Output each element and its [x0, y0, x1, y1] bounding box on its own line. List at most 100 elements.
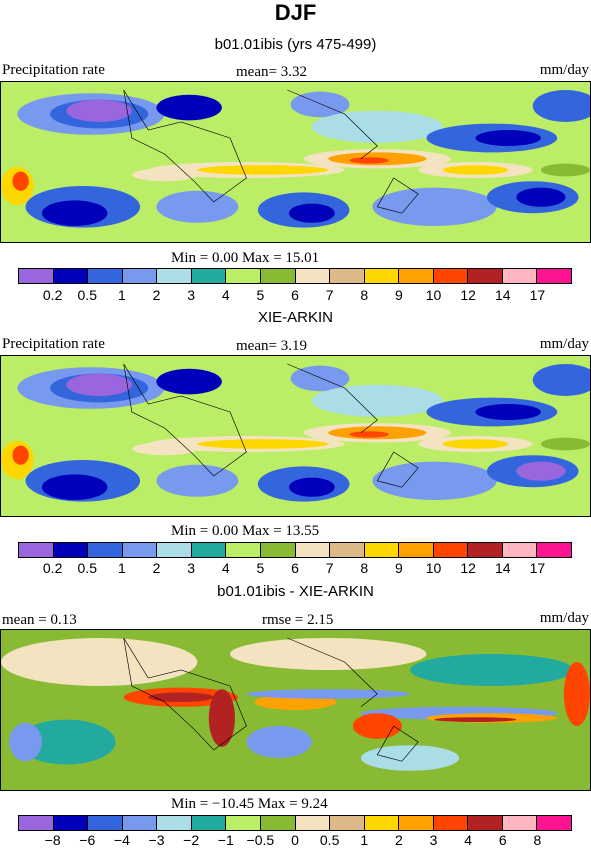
- panel-2-mean-label: mean= 3.19: [236, 338, 307, 354]
- colorbar-swatch: [502, 816, 538, 830]
- colorbar-swatch: [537, 269, 571, 283]
- colorbar-swatch: [468, 816, 503, 830]
- colorbar-tick-label: 2: [394, 832, 403, 848]
- colorbar-swatch: [468, 543, 503, 557]
- panel-3-min-max: Min = −10.45 Max = 9.24: [171, 796, 328, 812]
- panel-1-colorbar-labels: 0.2 0.5 1 2 3 4 5 6 7 8 9 10 12 14 17: [18, 287, 572, 303]
- panel-3-title: b01.01ibis - XIE-ARKIN: [217, 583, 374, 600]
- colorbar-swatch: [226, 543, 261, 557]
- colorbar-tick-label: −6: [79, 832, 96, 848]
- colorbar-tick-label: 1: [360, 832, 369, 848]
- colorbar-swatch: [399, 269, 434, 283]
- colorbar-tick-label: 10: [425, 287, 442, 303]
- colorbar-tick-label: 6: [291, 560, 299, 576]
- panel-2-colorbar: [18, 542, 572, 558]
- colorbar-tick-label: 2: [152, 287, 161, 303]
- colorbar-swatch: [433, 269, 469, 283]
- panel-2-min-max: Min = 0.00 Max = 13.55: [171, 523, 320, 539]
- colorbar-swatch: [502, 543, 538, 557]
- colorbar-swatch: [399, 543, 434, 557]
- panel-1-map: [0, 81, 591, 243]
- colorbar-swatch: [502, 269, 538, 283]
- colorbar-swatch: [53, 816, 89, 830]
- colorbar-swatch: [537, 816, 571, 830]
- colorbar-swatch: [399, 816, 434, 830]
- colorbar-swatch: [330, 543, 365, 557]
- colorbar-tick-label: 0.5: [319, 832, 340, 848]
- colorbar-swatch: [260, 816, 296, 830]
- panel-1-mean-label: mean= 3.32: [236, 64, 307, 80]
- colorbar-tick-label: −4: [113, 832, 130, 848]
- panel-3-units-label: mm/day: [539, 610, 589, 626]
- colorbar-tick-label: 0.2: [42, 287, 63, 303]
- colorbar-tick-label: 6: [498, 832, 507, 848]
- colorbar-swatch: [433, 816, 469, 830]
- colorbar-tick-label: −0.5: [246, 832, 275, 848]
- colorbar-tick-label: −3: [148, 832, 165, 848]
- colorbar-swatch: [260, 269, 296, 283]
- colorbar-swatch: [260, 543, 296, 557]
- panel-3-map: [0, 629, 591, 791]
- panel-1-colorbar: [18, 268, 572, 284]
- colorbar-swatch: [468, 269, 503, 283]
- panel-2-contour-plot: [1, 356, 590, 516]
- colorbar-tick-label: 4: [221, 560, 230, 576]
- panel-2-variable-label: Precipitation rate: [2, 336, 105, 352]
- colorbar-tick-label: 9: [394, 560, 403, 576]
- colorbar-tick-label: 7: [325, 287, 334, 303]
- colorbar-swatch: [88, 269, 123, 283]
- colorbar-swatch: [364, 543, 400, 557]
- colorbar-tick-label: 10: [425, 560, 442, 576]
- colorbar-tick-label: 0.5: [77, 287, 97, 303]
- colorbar-tick-label: 17: [529, 287, 546, 303]
- colorbar-tick-label: 14: [494, 560, 511, 576]
- panel-2-title: XIE-ARKIN: [257, 309, 333, 326]
- colorbar-tick-label: 8: [360, 560, 369, 576]
- panel-1-min-max: Min = 0.00 Max = 15.01: [171, 250, 320, 266]
- colorbar-tick-label: 14: [494, 287, 511, 303]
- colorbar-tick-label: −8: [44, 832, 61, 848]
- panel-1-contour-plot: [1, 82, 590, 242]
- colorbar-swatch: [157, 816, 192, 830]
- colorbar-tick-label: 6: [291, 287, 299, 303]
- colorbar-swatch: [88, 543, 123, 557]
- colorbar-tick-label: 1: [117, 560, 126, 576]
- colorbar-tick-label: 0.5: [77, 560, 97, 576]
- colorbar-swatch: [191, 543, 227, 557]
- colorbar-swatch: [122, 816, 158, 830]
- colorbar-swatch: [364, 269, 400, 283]
- colorbar-swatch: [295, 816, 331, 830]
- colorbar-tick-label: 0.2: [42, 560, 63, 576]
- colorbar-swatch: [88, 816, 123, 830]
- colorbar-swatch: [537, 543, 571, 557]
- colorbar-swatch: [226, 269, 261, 283]
- colorbar-swatch: [295, 543, 331, 557]
- colorbar-tick-label: 12: [460, 287, 476, 303]
- panel-1-units-label: mm/day: [539, 62, 589, 78]
- colorbar-swatch: [122, 269, 158, 283]
- colorbar-tick-label: 9: [394, 287, 403, 303]
- colorbar-tick-label: 3: [429, 832, 438, 848]
- colorbar-swatch: [226, 816, 261, 830]
- panel-2-map: [0, 355, 591, 517]
- colorbar-tick-label: 8: [533, 832, 542, 848]
- colorbar-tick-label: 8: [360, 287, 369, 303]
- colorbar-swatch: [157, 543, 192, 557]
- colorbar-tick-label: 17: [529, 560, 546, 576]
- main-title: DJF: [274, 0, 317, 25]
- colorbar-swatch: [433, 543, 469, 557]
- panel-2-colorbar-labels: 0.2 0.5 1 2 3 4 5 6 7 8 9 10 12 14 17: [18, 560, 572, 576]
- colorbar-tick-label: 2: [152, 560, 161, 576]
- panel-3-contour-plot: [1, 630, 590, 790]
- colorbar-swatch: [191, 269, 227, 283]
- colorbar-tick-label: 12: [460, 560, 476, 576]
- colorbar-tick-label: 4: [221, 287, 230, 303]
- colorbar-tick-label: 5: [256, 560, 265, 576]
- colorbar-swatch: [295, 269, 331, 283]
- panel-3-rmse-label: rmse = 2.15: [262, 612, 334, 628]
- colorbar-swatch: [122, 543, 158, 557]
- colorbar-swatch: [364, 816, 400, 830]
- colorbar-swatch: [19, 269, 54, 283]
- colorbar-swatch: [53, 543, 89, 557]
- panel-3-colorbar: [18, 815, 572, 831]
